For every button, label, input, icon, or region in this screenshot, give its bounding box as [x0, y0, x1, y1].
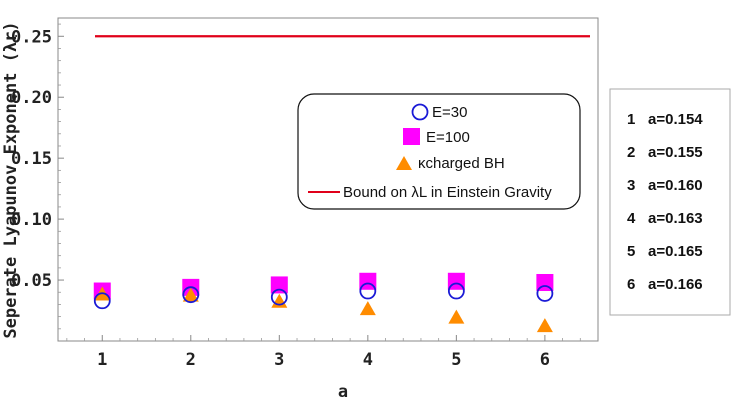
e30-point [93, 292, 111, 310]
marks-layer [93, 35, 590, 333]
side-legend-label: a=0.160 [648, 177, 703, 194]
y-tick-label: 0.15 [11, 149, 52, 169]
kappa-point [359, 301, 376, 316]
legend-label-e100: E=100 [426, 129, 470, 146]
legend-label-e30: E=30 [432, 104, 467, 121]
side-legend-label: a=0.165 [648, 243, 703, 260]
kappa-point [536, 318, 553, 333]
series-legend-box [297, 93, 581, 210]
legend-label-kappa: κcharged BH [418, 155, 505, 172]
side-legend: 1 a=0.154 2 a=0.155 3 a=0.160 4 a=0.163 5 a=0.165… [609, 88, 731, 316]
side-legend-index: 2 [627, 144, 635, 161]
side-legend-items: 1 a=0.154 2 a=0.155 3 a=0.160 4 a=0.163 5 a=0.165… [627, 111, 703, 293]
kappa-point [448, 309, 465, 324]
x-tick-label: 6 [540, 350, 550, 370]
side-legend-index: 6 [627, 276, 635, 293]
side-legend-index: 1 [627, 111, 635, 128]
y-tick-label: 0.20 [11, 88, 52, 108]
plot-frame [57, 17, 599, 342]
y-tick-label: 0.10 [11, 210, 52, 230]
side-legend-index: 5 [627, 243, 635, 260]
e30-point [359, 282, 377, 300]
x-tick-label: 1 [97, 350, 107, 370]
legend-square-marker [403, 128, 420, 145]
e100-point [270, 276, 288, 294]
legend-circle-marker [411, 103, 429, 121]
side-legend-label: a=0.166 [648, 276, 703, 293]
y-tick-label: 0.25 [11, 27, 52, 47]
e30-point [536, 285, 554, 302]
kappa-point [182, 287, 199, 302]
x-tick-label: 3 [274, 350, 284, 370]
legend-triangle-marker [396, 156, 412, 170]
legend-label-bound: Bound on λL in Einstein Gravity [343, 184, 552, 201]
e30-point [447, 282, 465, 300]
e30-point [270, 288, 288, 306]
y-axis-title: Seperate Lyapunov Exponent (λr) [1, 21, 21, 338]
x-tick-label: 4 [363, 350, 373, 370]
side-legend-label: a=0.155 [648, 144, 703, 161]
side-legend-index: 4 [627, 210, 636, 227]
side-legend-label: a=0.163 [648, 210, 703, 227]
e30-point [182, 286, 200, 304]
series-legend: E=30 E=100 κcharged BH Bound on λL in Ei… [297, 93, 581, 210]
x-axis-title: a [338, 382, 348, 402]
side-legend-index: 3 [627, 177, 635, 194]
y-tick-label: 0.05 [11, 271, 52, 291]
ticks-layer: 0.05 0.10 0.15 0.20 0.25 1 2 3 4 5 6 [11, 23, 581, 370]
x-tick-label: 5 [451, 350, 461, 370]
side-legend-label: a=0.154 [648, 111, 703, 128]
side-legend-box [609, 88, 731, 316]
x-tick-label: 2 [186, 350, 196, 370]
